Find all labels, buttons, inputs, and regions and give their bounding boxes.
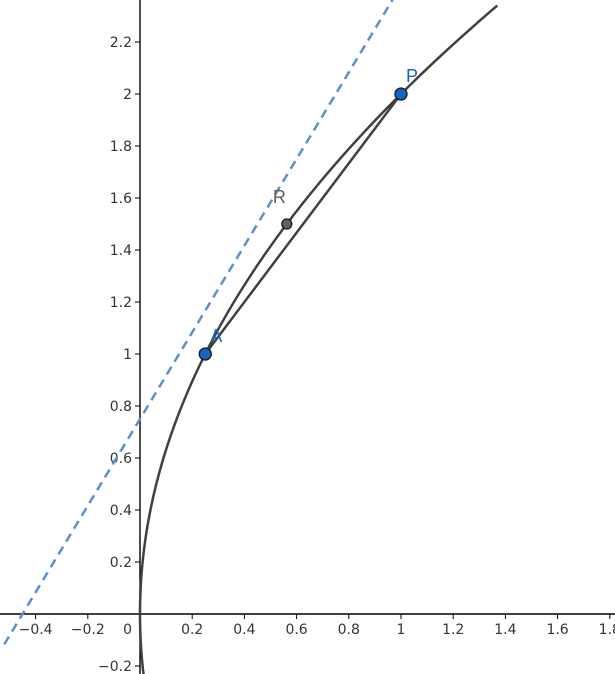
plot-objects xyxy=(3,0,499,674)
x-tick-label: 0.8 xyxy=(338,622,360,638)
point-P xyxy=(394,87,408,101)
x-tick-label: 0.6 xyxy=(285,622,307,638)
parabola-curve xyxy=(138,4,499,674)
x-tick-label: 1.2 xyxy=(442,622,464,638)
point-A xyxy=(198,347,212,361)
x-tick-label: −0.2 xyxy=(71,622,105,638)
dashed-line xyxy=(3,0,394,645)
x-tick-label: 0.2 xyxy=(181,622,203,638)
point-label-A: A xyxy=(210,326,222,346)
y-tick-label: 2 xyxy=(123,87,132,103)
y-tick-label: 0.2 xyxy=(110,555,132,571)
y-tick-label: −0.2 xyxy=(98,659,132,674)
y-tick-label: 1 xyxy=(123,347,132,363)
point-label-R: R xyxy=(273,187,286,207)
point-R xyxy=(281,218,293,230)
y-tick-label: 1.8 xyxy=(110,139,132,155)
x-tick-label: 1.8 xyxy=(599,622,615,638)
point-label-P: P xyxy=(406,66,418,86)
y-tick-label: 1.4 xyxy=(110,243,132,259)
x-tick-label: 1.6 xyxy=(546,622,568,638)
y-tick-label: 2.2 xyxy=(110,35,132,51)
x-tick-label: 0 xyxy=(123,622,132,638)
x-tick-label: 1.4 xyxy=(494,622,516,638)
tick-labels: −0.4 −0.2 0 0.2 0.4 0.6 0.8 1 1.2 1.4 1.6 1.8 −0.2 0.… xyxy=(19,35,615,674)
y-tick-label: 1.2 xyxy=(110,295,132,311)
x-tick-label: 1 xyxy=(397,622,406,638)
points: A P R xyxy=(198,66,418,361)
segment-AP xyxy=(204,93,402,355)
x-tick-label: −0.4 xyxy=(19,622,53,638)
y-tick-label: 1.6 xyxy=(110,191,132,207)
x-tick-label: 0.4 xyxy=(233,622,255,638)
y-tick-label: 0.6 xyxy=(110,451,132,467)
y-tick-label: 0.8 xyxy=(110,399,132,415)
y-tick-label: 0.4 xyxy=(110,503,132,519)
